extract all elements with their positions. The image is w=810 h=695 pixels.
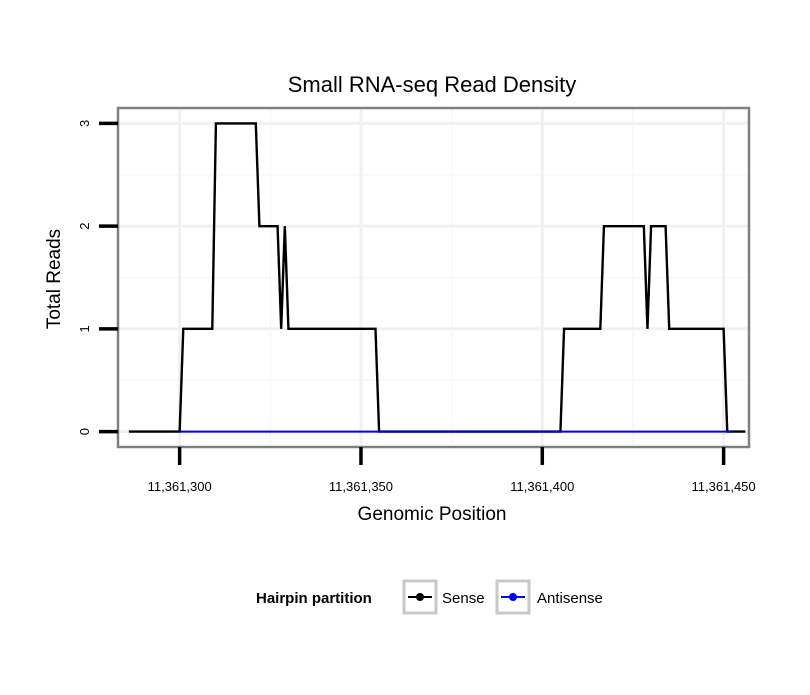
- legend-item-antisense: Antisense: [495, 579, 603, 615]
- x-tick-label: 11,361,350: [329, 479, 393, 494]
- legend-item-sense: Sense: [402, 579, 485, 615]
- chart-title: Small RNA-seq Read Density: [288, 72, 577, 97]
- x-axis-title: Genomic Position: [358, 504, 507, 525]
- legend-label-sense: Sense: [442, 590, 485, 607]
- y-tick-label: 0: [77, 428, 92, 435]
- x-tick-label: 11,361,450: [692, 479, 756, 494]
- plot-area: [116, 106, 751, 449]
- legend-point-antisense: [509, 593, 517, 601]
- y-tick-label: 2: [77, 223, 92, 230]
- legend: Hairpin partition Sense Antisense: [256, 579, 603, 615]
- axis-ticks: 11,361,300 11,361,350 11,361,400 11,361,450…: [77, 120, 756, 494]
- legend-label-antisense: Antisense: [537, 590, 603, 607]
- y-tick-label: 1: [77, 325, 92, 332]
- y-tick-label: 3: [77, 120, 92, 127]
- x-tick-label: 11,361,300: [148, 479, 212, 494]
- y-axis-title: Total Reads: [44, 229, 65, 329]
- plot-border: [116, 106, 751, 449]
- legend-title: Hairpin partition: [256, 590, 372, 607]
- x-tick-label: 11,361,400: [510, 479, 574, 494]
- legend-point-sense: [416, 593, 424, 601]
